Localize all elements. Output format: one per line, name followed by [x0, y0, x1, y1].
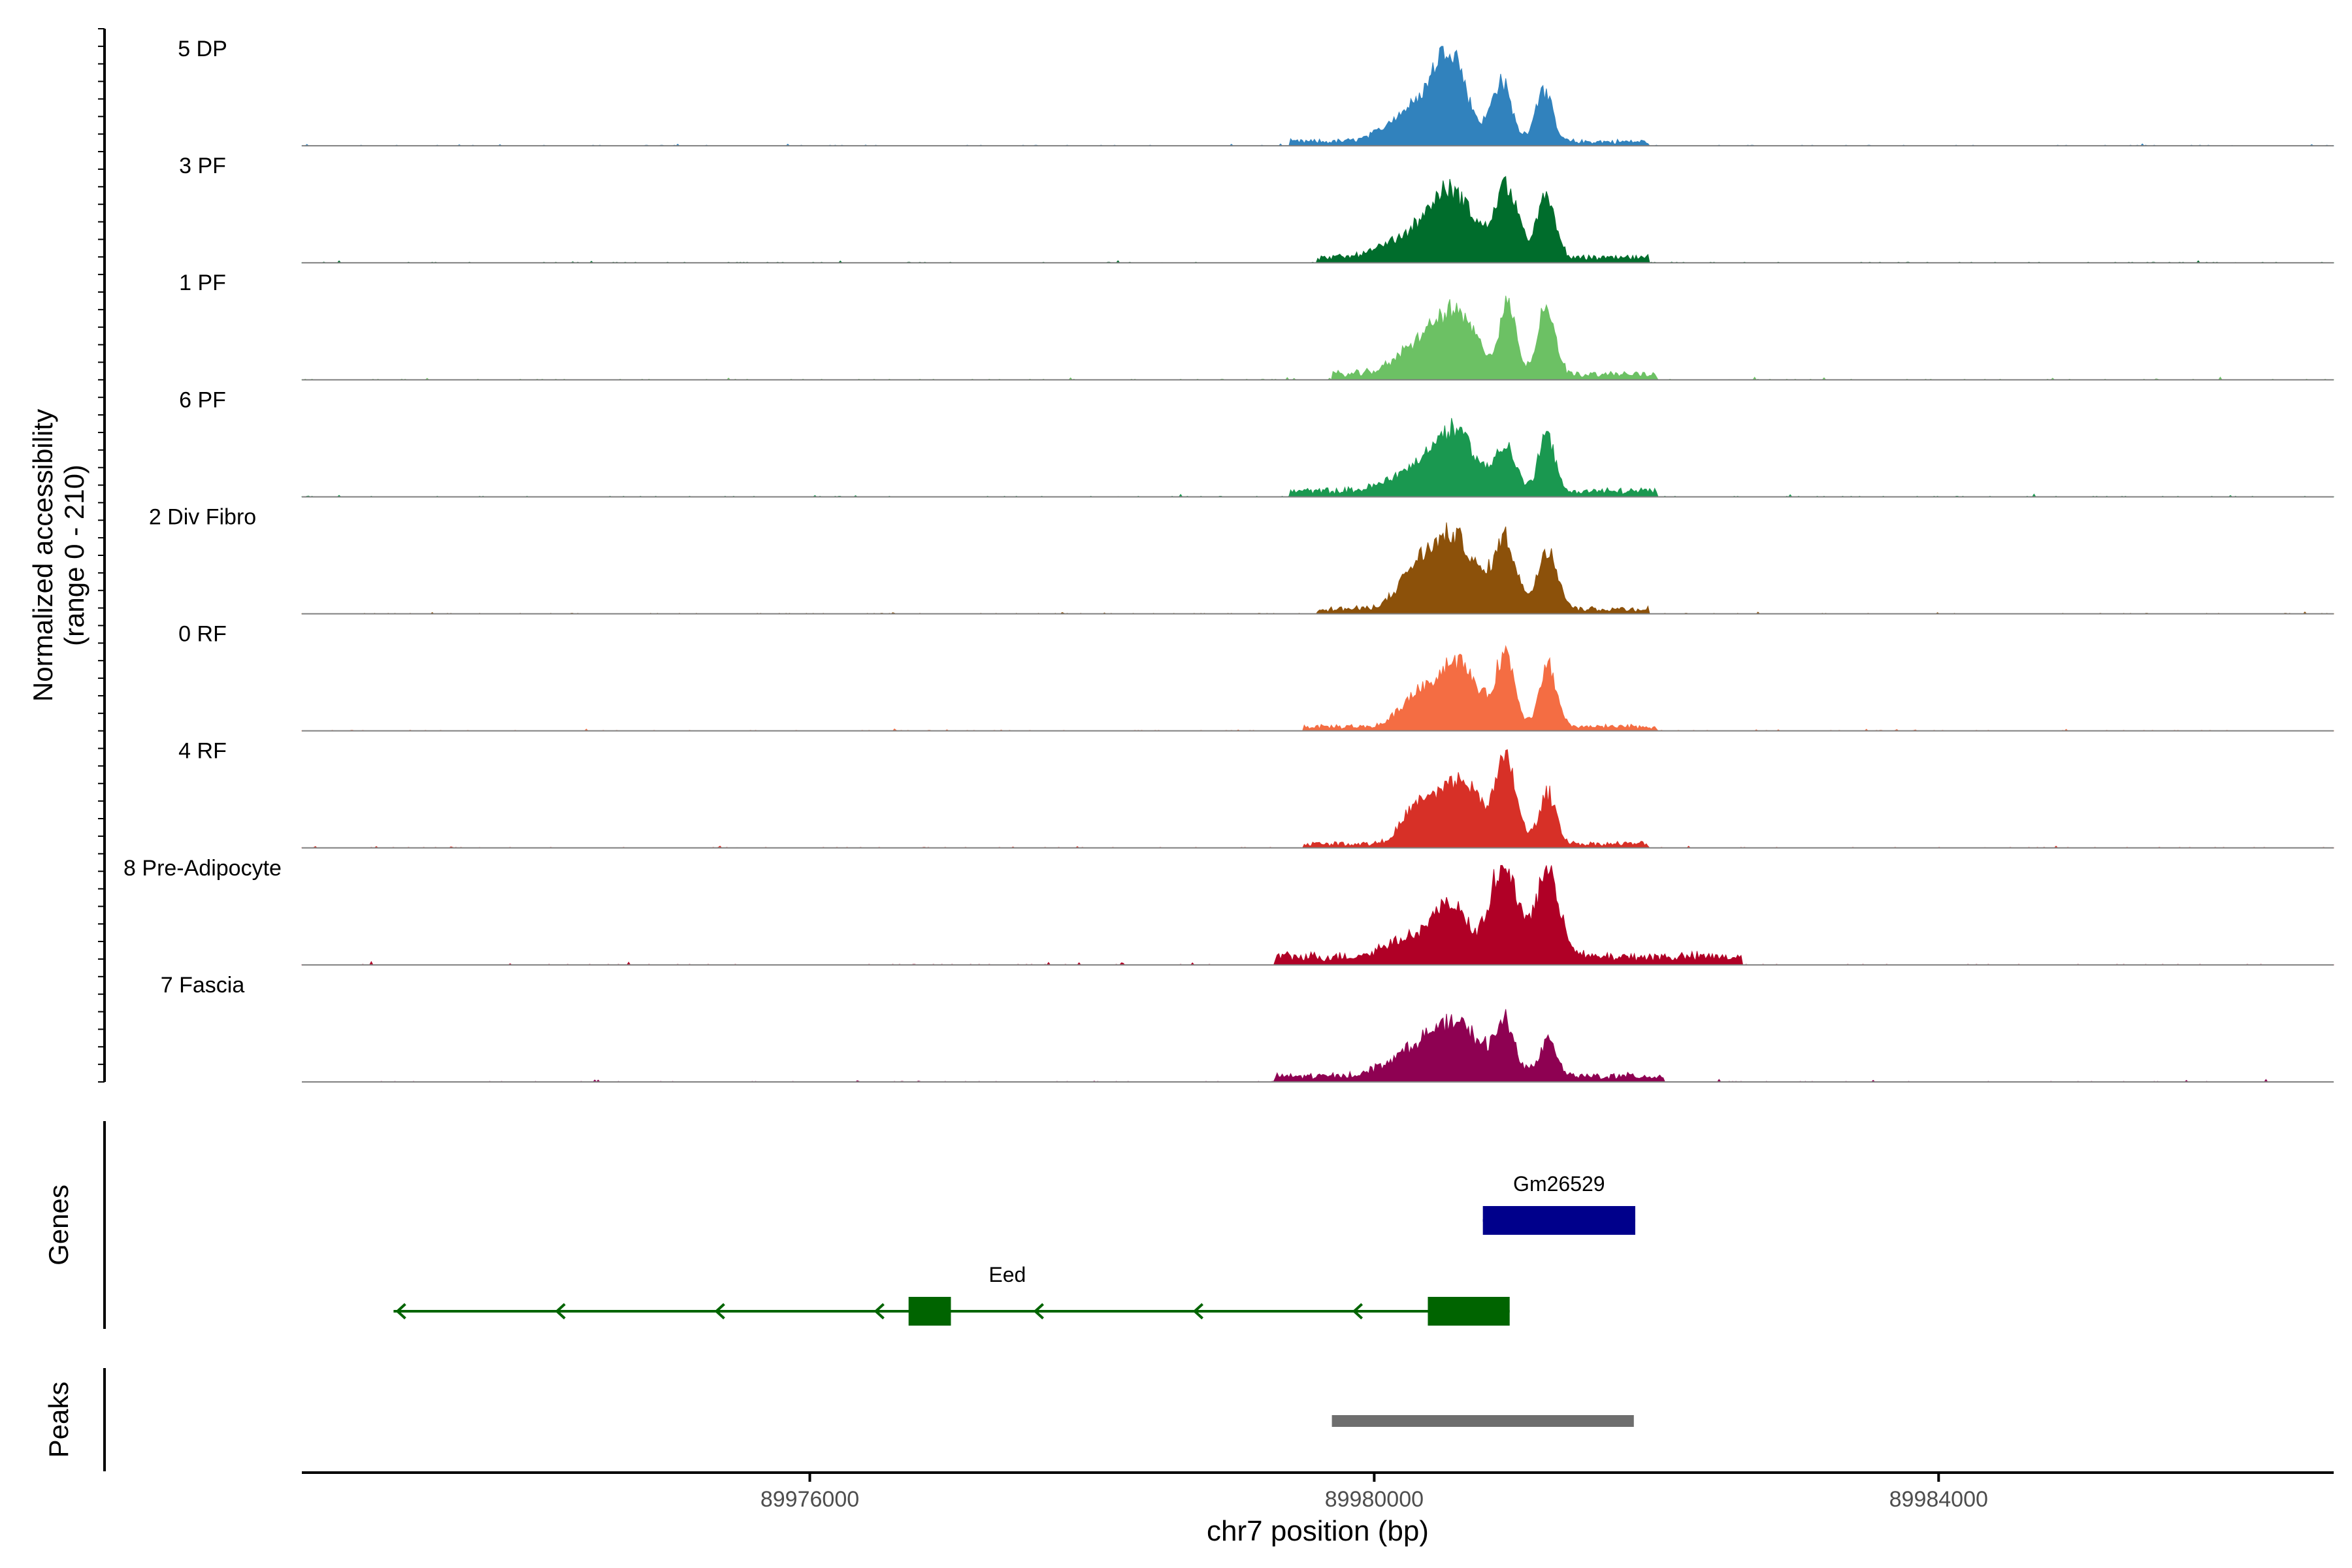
peak-region-bar [1331, 1415, 1634, 1427]
genes-panel: Genes Gm26529 Eed [43, 1121, 1635, 1329]
coverage-panel: 5 DP 3 PF 1 PF 6 PF 2 Div Fibro 0 RF 4 RF 8 Pre… [27, 28, 2334, 1083]
coverage-area [301, 295, 2334, 381]
x-ticks: 89976000 89980000 89984000 [760, 1473, 1988, 1512]
track-label: 8 Pre-Adipocyte [123, 856, 282, 881]
strand-arrow [395, 1303, 406, 1320]
track-6-pf: 6 PF [179, 387, 2334, 498]
y-axis-label-line2: (range 0 - 210) [59, 465, 90, 646]
track-0-rf: 0 RF [178, 622, 2334, 732]
track-label: 6 PF [179, 387, 226, 412]
track-label: 7 Fascia [161, 973, 245, 998]
track-5-dp: 5 DP [178, 37, 2334, 147]
strand-arrow [1352, 1303, 1364, 1320]
track-3-pf: 3 PF [179, 154, 2334, 264]
genes-panel-label: Genes [43, 1184, 74, 1266]
track-label: 4 RF [178, 739, 227, 764]
track-label: 2 Div Fibro [149, 504, 256, 529]
coverage-area [301, 645, 2334, 732]
x-axis: 89976000 89980000 89984000 chr7 position (… [302, 1471, 2334, 1547]
track-4-rf: 4 RF [178, 739, 2334, 849]
gene-models: Gm26529 Eed [393, 1172, 1635, 1326]
track-label: 3 PF [179, 154, 226, 178]
strand-arrow [1192, 1303, 1203, 1320]
coverage-area [301, 522, 2334, 615]
coverage-y-ticks [98, 28, 105, 1083]
coverage-area [301, 417, 2334, 497]
coverage-area [302, 1009, 2334, 1083]
peaks-panel: Peaks [43, 1368, 1634, 1471]
peak-regions [1331, 1415, 1634, 1427]
track-2-div-fibro: 2 Div Fibro [149, 504, 2334, 615]
gene-exon [908, 1297, 951, 1326]
gene-gm26529: Gm26529 [1482, 1172, 1635, 1235]
coverage-tracks: 5 DP 3 PF 1 PF 6 PF 2 Div Fibro 0 RF 4 RF 8 Pre… [123, 37, 2334, 1083]
track-8-pre-adipocyte: 8 Pre-Adipocyte [123, 856, 2334, 966]
strand-arrow [874, 1303, 885, 1320]
coverage-area [301, 176, 2334, 263]
coverage-area [301, 749, 2334, 849]
x-axis-label: chr7 position (bp) [1207, 1515, 1429, 1547]
gene-exon [1428, 1297, 1510, 1326]
track-label: 0 RF [178, 622, 227, 647]
y-axis-label-line1: Normalized accessibility [27, 409, 58, 702]
x-tick-label: 89984000 [1889, 1487, 1988, 1512]
peaks-panel-label: Peaks [43, 1382, 74, 1458]
track-label: 5 DP [178, 37, 227, 61]
x-tick-label: 89976000 [760, 1487, 859, 1512]
strand-arrow [555, 1303, 566, 1320]
coverage-area [301, 46, 2334, 146]
strand-arrow [1033, 1303, 1044, 1320]
strand-arrow [714, 1303, 725, 1320]
gene-eed: Eed [393, 1263, 1510, 1326]
gene-exon [1482, 1206, 1635, 1235]
gene-label: Eed [988, 1263, 1026, 1286]
track-7-fascia: 7 Fascia [161, 973, 2334, 1083]
x-tick-label: 89980000 [1325, 1487, 1424, 1512]
track-1-pf: 1 PF [179, 270, 2334, 381]
coverage-area [301, 865, 2334, 966]
track-label: 1 PF [179, 270, 226, 295]
gene-label: Gm26529 [1513, 1172, 1605, 1196]
